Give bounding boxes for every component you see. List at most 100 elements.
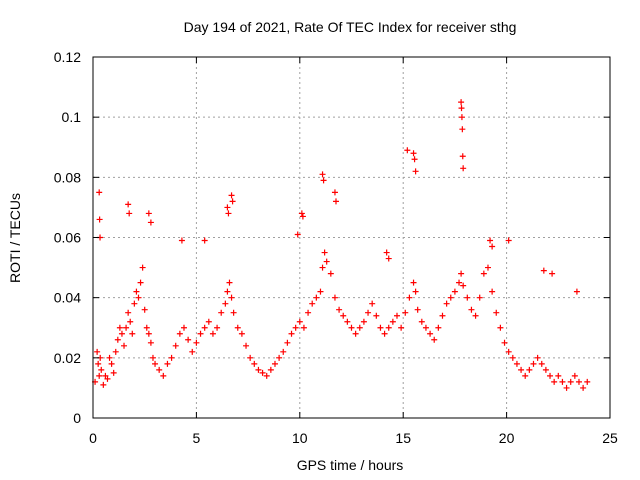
data-point — [145, 210, 152, 217]
x-axis-ticks: 0 5 10 15 20 25 — [89, 57, 618, 446]
data-point — [149, 354, 156, 361]
data-point — [164, 360, 171, 367]
data-point — [141, 306, 148, 313]
data-point — [402, 309, 409, 316]
data-point — [147, 219, 154, 226]
data-point — [518, 366, 525, 373]
data-point — [234, 324, 241, 331]
data-point — [137, 279, 144, 286]
data-point — [323, 258, 330, 265]
data-point — [332, 198, 339, 205]
data-point — [567, 378, 574, 385]
data-point — [98, 366, 105, 373]
data-point — [443, 300, 450, 307]
data-point — [410, 150, 417, 157]
data-point — [456, 279, 463, 286]
data-point — [143, 324, 150, 331]
data-point — [460, 165, 467, 172]
data-point — [393, 312, 400, 319]
grid — [93, 57, 610, 418]
data-point — [100, 381, 107, 388]
data-point — [476, 294, 483, 301]
data-point — [573, 288, 580, 295]
data-point — [247, 354, 254, 361]
series-roti — [92, 99, 591, 391]
data-point — [373, 312, 380, 319]
data-point — [125, 201, 132, 208]
data-point — [356, 324, 363, 331]
data-point — [230, 309, 237, 316]
data-point — [538, 360, 545, 367]
data-point — [352, 330, 359, 337]
data-point — [238, 330, 245, 337]
data-point — [551, 378, 558, 385]
data-points — [92, 99, 591, 391]
data-point — [331, 189, 338, 196]
data-point — [383, 249, 390, 256]
data-point — [94, 348, 101, 355]
data-point — [484, 264, 491, 271]
data-point — [255, 366, 262, 373]
data-point — [472, 312, 479, 319]
chart-title: Day 194 of 2021, Rate Of TEC Index for r… — [184, 19, 517, 35]
y-tick-label: 0.06 — [54, 230, 81, 246]
data-point — [168, 354, 175, 361]
data-point — [411, 156, 418, 163]
data-point — [222, 300, 229, 307]
data-point — [431, 336, 438, 343]
data-point — [126, 210, 133, 217]
data-point — [418, 318, 425, 325]
data-point — [385, 255, 392, 262]
data-point — [209, 330, 216, 337]
data-point — [299, 213, 306, 220]
data-point — [127, 318, 134, 325]
data-point — [224, 204, 231, 211]
data-point — [214, 324, 221, 331]
data-point — [276, 354, 283, 361]
data-point — [320, 177, 327, 184]
y-tick-label: 0 — [73, 410, 81, 426]
data-point — [489, 288, 496, 295]
data-point — [96, 216, 103, 223]
data-point — [422, 324, 429, 331]
data-point — [501, 339, 508, 346]
data-point — [468, 306, 475, 313]
data-point — [348, 324, 355, 331]
data-point — [243, 342, 250, 349]
data-point — [398, 324, 405, 331]
data-point — [104, 375, 111, 382]
data-point — [497, 324, 504, 331]
x-axis-label: GPS time / hours — [297, 457, 404, 473]
data-point — [459, 153, 466, 160]
y-axis-label: ROTI / TECUs — [7, 193, 23, 283]
data-point — [197, 330, 204, 337]
data-point — [406, 294, 413, 301]
data-point — [509, 354, 516, 361]
data-point — [152, 360, 159, 367]
data-point — [118, 330, 125, 337]
data-point — [147, 339, 154, 346]
data-point — [313, 294, 320, 301]
x-tick-label: 15 — [395, 430, 411, 446]
data-point — [404, 147, 411, 154]
data-point — [96, 372, 103, 379]
data-point — [185, 336, 192, 343]
data-point — [459, 126, 466, 133]
data-point — [156, 366, 163, 373]
data-point — [412, 168, 419, 175]
data-point — [526, 366, 533, 373]
data-point — [292, 324, 299, 331]
data-point — [160, 372, 167, 379]
y-tick-label: 0.12 — [54, 49, 81, 65]
data-point — [225, 210, 232, 217]
y-tick-label: 0.08 — [54, 169, 81, 185]
data-point — [218, 309, 225, 316]
data-point — [129, 330, 136, 337]
data-point — [288, 330, 295, 337]
data-point — [555, 372, 562, 379]
data-point — [534, 354, 541, 361]
data-point — [102, 372, 109, 379]
x-tick-label: 20 — [499, 430, 515, 446]
data-point — [385, 324, 392, 331]
data-point — [571, 372, 578, 379]
